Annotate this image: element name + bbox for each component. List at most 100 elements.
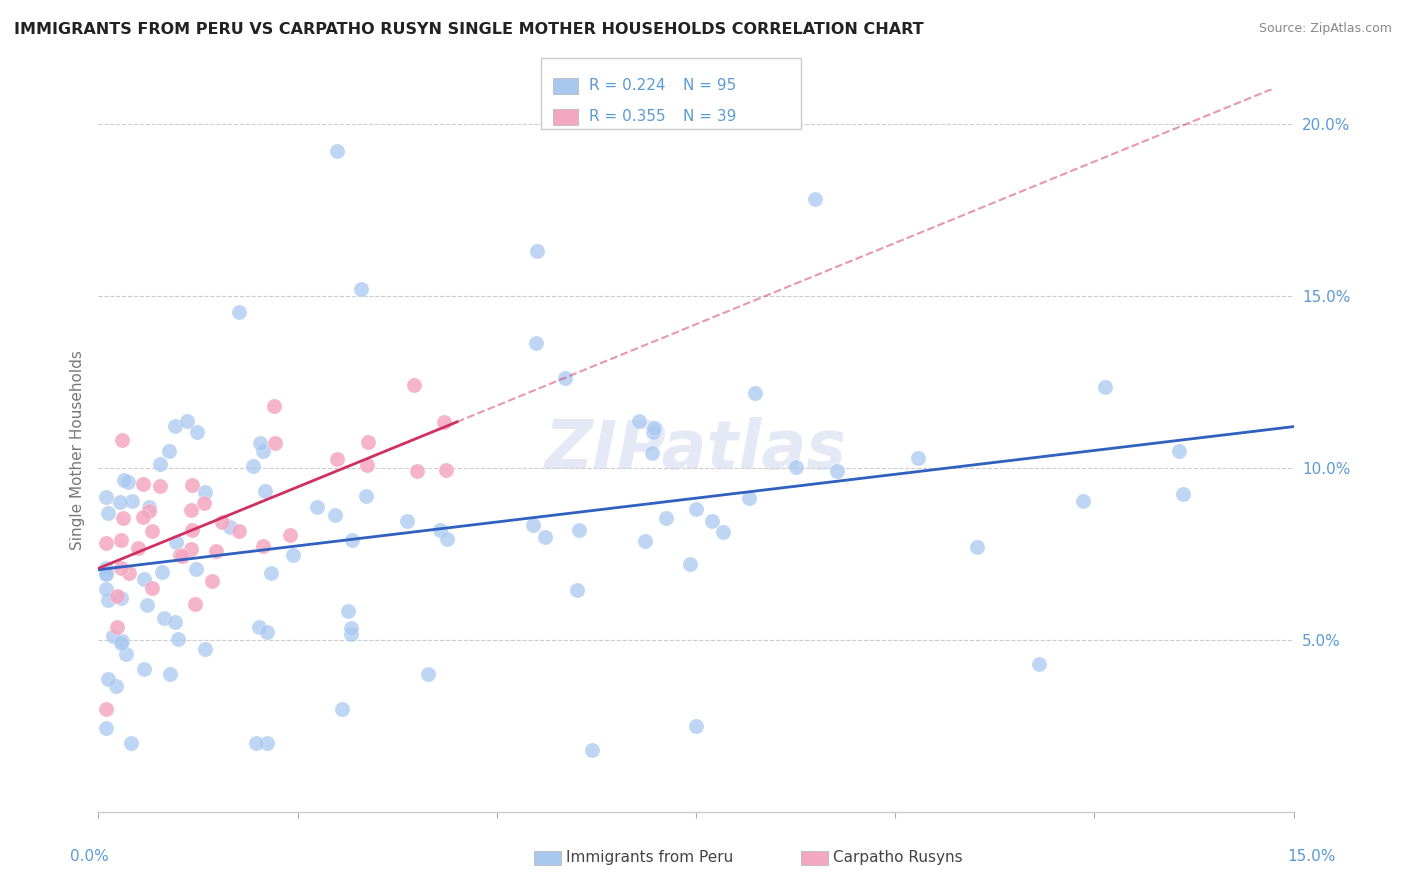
Point (96, 490, 118, 504)
Point (112, 473, 135, 487)
Point (110, 561, 132, 575)
Point (256, 736, 278, 750)
Point (96, 566, 118, 581)
Point (907, 450, 929, 465)
Point (685, 719, 707, 733)
Point (356, 435, 378, 450)
Point (436, 532, 458, 546)
Point (94, 535, 117, 549)
Point (104, 679, 127, 693)
Point (432, 415, 454, 429)
Point (744, 386, 766, 401)
Point (434, 463, 457, 477)
Point (228, 524, 250, 538)
Point (228, 305, 250, 319)
Point (159, 443, 181, 458)
Point (526, 244, 548, 258)
Point (259, 566, 281, 580)
Point (825, 464, 848, 478)
Point (96, 721, 118, 735)
Point (110, 636, 132, 650)
Point (679, 558, 702, 572)
Point (107, 589, 129, 603)
Point (194, 642, 217, 657)
Point (108, 494, 131, 508)
Point (193, 496, 215, 510)
Point (641, 425, 664, 440)
Point (172, 549, 194, 563)
Point (356, 458, 378, 473)
Point (121, 736, 143, 750)
Point (211, 515, 233, 529)
Text: 0.0%: 0.0% (70, 849, 110, 863)
Point (342, 533, 364, 548)
Point (110, 591, 132, 606)
Point (247, 620, 270, 634)
Point (167, 632, 190, 646)
Point (169, 549, 191, 563)
Point (966, 541, 988, 555)
Point (103, 629, 125, 643)
Point (254, 483, 277, 498)
Point (132, 477, 155, 491)
Point (554, 371, 576, 385)
Text: IMMIGRANTS FROM PERU VS CARPATHO RUSYN SINGLE MOTHER HOUSEHOLDS CORRELATION CHAR: IMMIGRANTS FROM PERU VS CARPATHO RUSYN S… (14, 22, 924, 37)
Point (264, 435, 287, 450)
Point (330, 702, 353, 716)
Text: Source: ZipAtlas.com: Source: ZipAtlas.com (1258, 22, 1392, 36)
Point (152, 611, 174, 625)
Point (406, 464, 429, 478)
Point (152, 566, 174, 580)
Point (281, 549, 304, 563)
Point (141, 581, 163, 595)
Point (165, 535, 187, 549)
Point (256, 625, 278, 640)
Point (186, 425, 208, 440)
Point (429, 523, 451, 537)
Text: Carpatho Rusyns: Carpatho Rusyns (832, 850, 963, 865)
Point (350, 282, 373, 296)
Point (176, 414, 198, 428)
Point (218, 520, 240, 534)
Point (96, 582, 118, 597)
Text: N = 39: N = 39 (683, 109, 737, 124)
Point (180, 541, 202, 556)
Point (568, 523, 591, 537)
Point (567, 583, 589, 598)
Point (163, 615, 186, 629)
Point (121, 494, 143, 508)
Point (132, 510, 155, 524)
Point (194, 485, 217, 500)
Point (245, 736, 267, 750)
Point (785, 460, 807, 475)
Point (127, 541, 149, 556)
Point (138, 504, 160, 518)
Point (804, 192, 827, 206)
Point (323, 508, 346, 522)
Point (111, 433, 134, 447)
Point (149, 479, 172, 493)
Point (395, 514, 418, 528)
Point (581, 743, 603, 757)
Point (141, 524, 163, 538)
Point (418, 667, 440, 681)
Point (205, 544, 228, 558)
Text: R = 0.355: R = 0.355 (589, 109, 665, 124)
Point (336, 604, 359, 618)
Point (111, 633, 134, 648)
Point (326, 452, 349, 467)
Point (96, 561, 118, 575)
Point (655, 510, 678, 524)
Point (181, 523, 204, 537)
Point (159, 666, 181, 681)
Point (249, 436, 271, 450)
Point (522, 517, 544, 532)
Point (1094, 380, 1116, 394)
Point (402, 378, 425, 392)
Point (97, 592, 120, 607)
Point (307, 500, 329, 515)
Text: R = 0.224: R = 0.224 (589, 78, 665, 93)
Y-axis label: Single Mother Households: Single Mother Households (69, 351, 84, 550)
Point (112, 511, 135, 525)
Point (634, 533, 657, 548)
